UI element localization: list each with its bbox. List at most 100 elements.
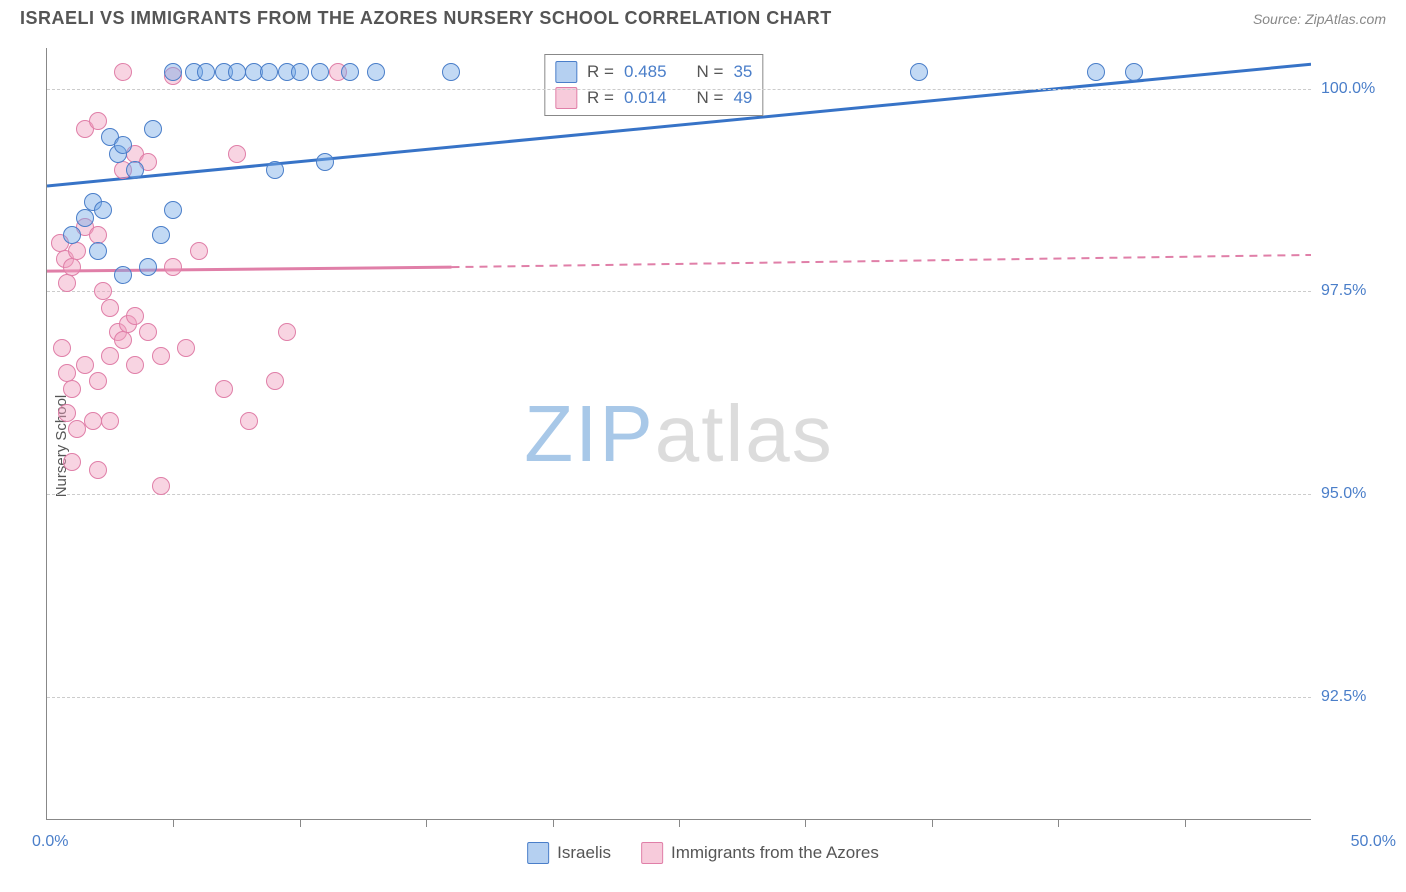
r-val-1: 0.485 (624, 62, 667, 82)
x-tick (1185, 819, 1186, 827)
x-tick (679, 819, 680, 827)
data-point-blue (316, 153, 334, 171)
data-point-pink (190, 242, 208, 260)
watermark-atlas: atlas (655, 389, 834, 478)
data-point-blue (1125, 63, 1143, 81)
data-point-blue (144, 120, 162, 138)
data-point-pink (177, 339, 195, 357)
data-point-blue (94, 201, 112, 219)
data-point-pink (63, 258, 81, 276)
y-tick-label: 97.5% (1321, 282, 1391, 300)
data-point-pink (58, 274, 76, 292)
data-point-pink (152, 477, 170, 495)
data-point-blue (367, 63, 385, 81)
data-point-pink (89, 461, 107, 479)
gridline (47, 291, 1311, 292)
legend-label-1: Israelis (557, 843, 611, 863)
r-label-2: R = (587, 88, 614, 108)
data-point-pink (101, 412, 119, 430)
n-val-2: 49 (733, 88, 752, 108)
data-point-pink (139, 323, 157, 341)
data-point-pink (76, 356, 94, 374)
data-point-blue (197, 63, 215, 81)
source-label: Source: ZipAtlas.com (1253, 11, 1386, 27)
x-tick (300, 819, 301, 827)
x-tick (1058, 819, 1059, 827)
trendlines-svg (47, 48, 1311, 819)
x-tick (553, 819, 554, 827)
data-point-blue (114, 136, 132, 154)
data-point-pink (84, 412, 102, 430)
swatch-blue (555, 61, 577, 83)
legend-label-2: Immigrants from the Azores (671, 843, 879, 863)
data-point-pink (63, 380, 81, 398)
data-point-blue (311, 63, 329, 81)
data-point-blue (139, 258, 157, 276)
data-point-blue (89, 242, 107, 260)
x-tick (932, 819, 933, 827)
data-point-pink (89, 112, 107, 130)
x-tick-max: 50.0% (1351, 833, 1396, 851)
n-label-1: N = (697, 62, 724, 82)
data-point-blue (63, 226, 81, 244)
data-point-pink (89, 372, 107, 390)
gridline (47, 494, 1311, 495)
data-point-blue (164, 63, 182, 81)
r-label-1: R = (587, 62, 614, 82)
legend-item-1: Israelis (527, 842, 611, 864)
stats-row-1: R = 0.485 N = 35 (555, 59, 752, 85)
data-point-pink (152, 347, 170, 365)
data-point-blue (341, 63, 359, 81)
data-point-pink (240, 412, 258, 430)
data-point-pink (58, 404, 76, 422)
chart-area: ZIPatlas 0.0% 50.0% R = 0.485 N = 35 R =… (46, 48, 1311, 820)
legend: Israelis Immigrants from the Azores (527, 842, 879, 864)
r-val-2: 0.014 (624, 88, 667, 108)
y-tick-label: 95.0% (1321, 485, 1391, 503)
data-point-pink (63, 453, 81, 471)
x-tick (805, 819, 806, 827)
x-tick (426, 819, 427, 827)
data-point-blue (228, 63, 246, 81)
x-tick-min: 0.0% (32, 833, 68, 851)
watermark-zip: ZIP (524, 389, 654, 478)
data-point-blue (164, 201, 182, 219)
data-point-blue (910, 63, 928, 81)
gridline (47, 697, 1311, 698)
n-label-2: N = (697, 88, 724, 108)
data-point-pink (164, 258, 182, 276)
data-point-pink (266, 372, 284, 390)
legend-swatch-blue (527, 842, 549, 864)
data-point-pink (215, 380, 233, 398)
data-point-pink (278, 323, 296, 341)
data-point-pink (101, 299, 119, 317)
watermark: ZIPatlas (524, 388, 833, 480)
data-point-blue (442, 63, 460, 81)
y-tick-label: 92.5% (1321, 688, 1391, 706)
data-point-pink (53, 339, 71, 357)
data-point-blue (152, 226, 170, 244)
data-point-pink (228, 145, 246, 163)
stats-box: R = 0.485 N = 35 R = 0.014 N = 49 (544, 54, 763, 116)
data-point-pink (126, 307, 144, 325)
gridline (47, 89, 1311, 90)
data-point-pink (58, 364, 76, 382)
data-point-blue (266, 161, 284, 179)
data-point-pink (68, 242, 86, 260)
n-val-1: 35 (733, 62, 752, 82)
y-tick-label: 100.0% (1321, 80, 1391, 98)
data-point-pink (126, 356, 144, 374)
legend-item-2: Immigrants from the Azores (641, 842, 879, 864)
data-point-blue (114, 266, 132, 284)
chart-title: ISRAELI VS IMMIGRANTS FROM THE AZORES NU… (20, 8, 832, 29)
data-point-blue (291, 63, 309, 81)
data-point-blue (260, 63, 278, 81)
data-point-blue (76, 209, 94, 227)
data-point-blue (1087, 63, 1105, 81)
x-tick (173, 819, 174, 827)
swatch-pink (555, 87, 577, 109)
data-point-pink (114, 331, 132, 349)
legend-swatch-pink (641, 842, 663, 864)
data-point-pink (101, 347, 119, 365)
data-point-pink (114, 63, 132, 81)
